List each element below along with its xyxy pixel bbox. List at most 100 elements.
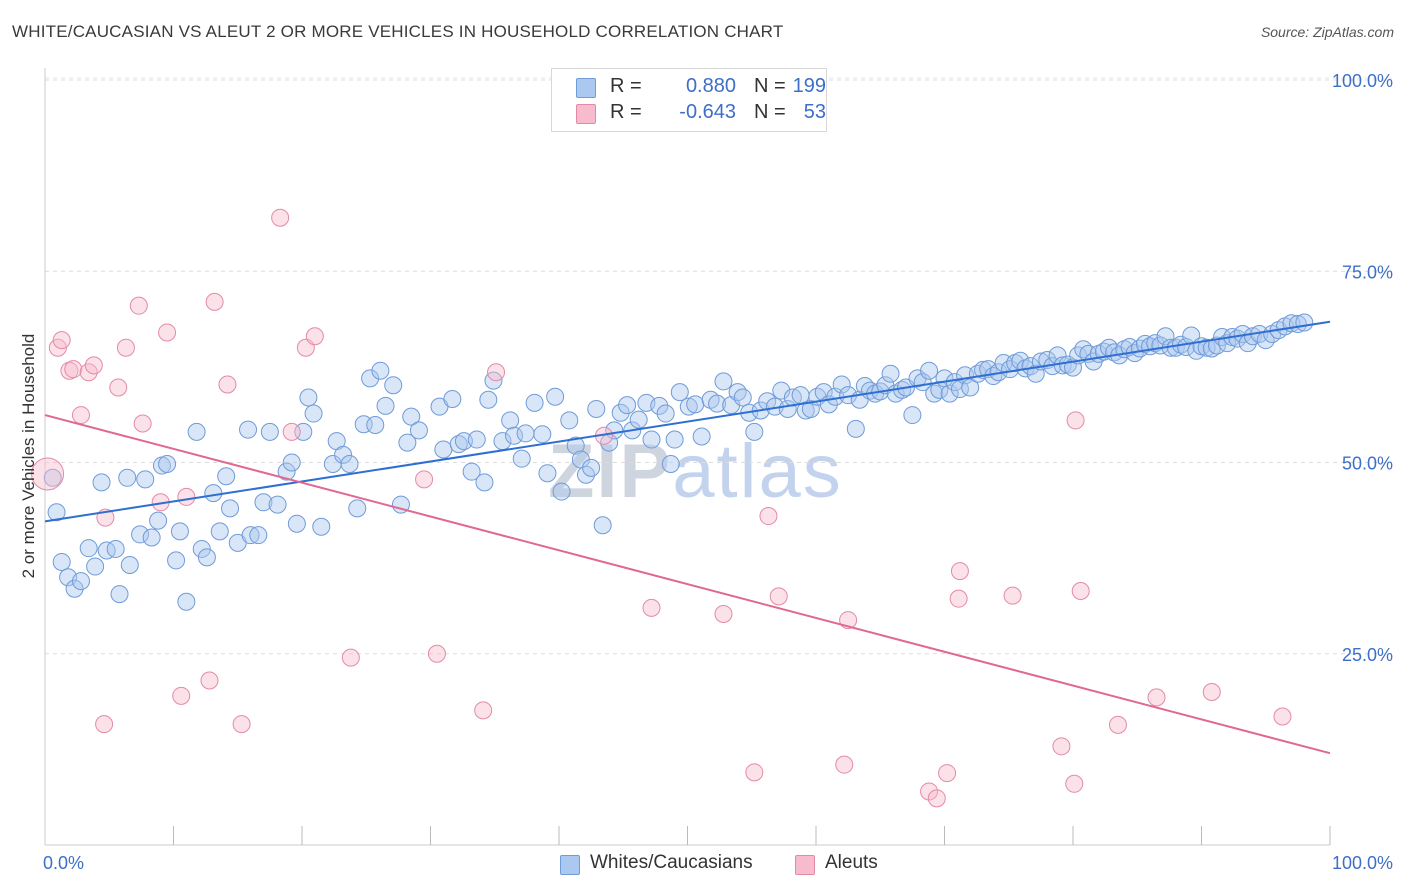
point-whites xyxy=(260,422,279,441)
point-whites xyxy=(745,422,764,441)
point-whites xyxy=(505,426,524,445)
point-whites xyxy=(501,411,520,430)
point-aleuts xyxy=(116,338,135,357)
point-aleuts xyxy=(938,764,957,783)
point-whites xyxy=(239,420,258,439)
point-whites xyxy=(920,361,939,380)
point-whites xyxy=(566,436,585,455)
point-whites xyxy=(881,364,900,383)
point-aleuts xyxy=(769,587,788,606)
point-whites xyxy=(249,526,268,545)
point-whites xyxy=(1295,313,1314,332)
point-whites xyxy=(930,380,949,399)
y-tick-label: 75.0% xyxy=(1342,262,1393,282)
point-whites xyxy=(136,470,155,489)
point-whites xyxy=(106,539,125,558)
point-whites xyxy=(402,407,421,426)
point-whites xyxy=(268,495,287,514)
point-whites xyxy=(661,455,680,474)
point-aleuts xyxy=(232,715,251,734)
point-whites xyxy=(525,393,544,412)
legend-r-label: R = xyxy=(610,101,642,123)
point-aleuts xyxy=(271,208,290,227)
legend-r-label: R = xyxy=(610,75,642,97)
point-whites xyxy=(241,526,260,545)
point-whites xyxy=(361,369,380,388)
y-tick-label: 100.0% xyxy=(1332,71,1393,91)
point-whites xyxy=(454,432,473,451)
point-whites xyxy=(142,528,161,547)
trend-lines xyxy=(44,320,1331,755)
point-aleuts xyxy=(133,414,152,433)
point-whites xyxy=(282,453,301,472)
point-whites xyxy=(210,522,229,541)
bottom-legend-swatch-whites xyxy=(560,855,580,875)
trend-line-whites xyxy=(44,320,1331,523)
point-aleuts xyxy=(745,763,764,782)
point-whites xyxy=(167,551,186,570)
point-aleuts xyxy=(759,507,778,526)
point-aleuts xyxy=(305,327,324,346)
point-whites xyxy=(587,399,606,418)
point-whites xyxy=(287,514,306,533)
point-aleuts xyxy=(949,589,968,608)
point-aleuts xyxy=(1071,582,1090,601)
point-aleuts xyxy=(1052,737,1071,756)
point-whites xyxy=(86,557,105,576)
point-aleuts xyxy=(415,470,434,489)
point-whites xyxy=(409,421,428,440)
point-aleuts xyxy=(205,292,224,311)
point-whites xyxy=(708,394,727,413)
legend-swatch-whites xyxy=(576,78,596,98)
point-whites xyxy=(43,468,62,487)
point-whites xyxy=(221,499,240,518)
point-whites xyxy=(940,384,959,403)
point-whites xyxy=(650,396,669,415)
source-credit: Source: ZipAtlas.com xyxy=(1260,24,1394,40)
point-whites xyxy=(110,585,129,604)
point-whites xyxy=(158,455,177,474)
point-whites xyxy=(670,383,689,402)
point-whites xyxy=(733,388,752,407)
series-whites xyxy=(43,313,1314,611)
point-aleuts xyxy=(1108,715,1127,734)
point-whites xyxy=(149,511,168,530)
point-whites xyxy=(52,552,71,571)
point-whites xyxy=(79,539,98,558)
point-whites xyxy=(686,395,705,414)
point-aleuts xyxy=(218,375,237,394)
point-whites xyxy=(348,499,367,518)
point-aleuts xyxy=(109,378,128,397)
point-whites xyxy=(512,449,531,468)
point-aleuts xyxy=(487,363,506,382)
point-whites xyxy=(443,390,462,409)
point-whites xyxy=(462,462,481,481)
point-aleuts xyxy=(52,331,71,350)
point-whites xyxy=(832,375,851,394)
point-aleuts xyxy=(950,562,969,581)
point-whites xyxy=(97,541,116,560)
point-whites xyxy=(538,464,557,483)
watermark: ZIPatlas xyxy=(548,429,843,514)
point-whites xyxy=(192,539,211,558)
point-whites xyxy=(277,462,296,481)
point-whites xyxy=(366,416,385,435)
point-whites xyxy=(299,388,318,407)
point-whites xyxy=(618,396,637,415)
legend-r-value: 0.880 xyxy=(685,75,736,97)
point-whites xyxy=(384,376,403,395)
point-whites xyxy=(546,387,565,406)
chart-title: WHITE/CAUCASIAN VS ALEUT 2 OR MORE VEHIC… xyxy=(12,22,784,41)
correlation-legend: R = 0.880 N = 199 R = -0.643 N = 53 xyxy=(551,68,827,132)
point-whites xyxy=(254,493,273,512)
point-whites xyxy=(340,455,359,474)
bottom-legend-swatch-aleuts xyxy=(795,855,815,875)
point-whites xyxy=(376,396,395,415)
point-aleuts xyxy=(95,715,114,734)
point-whites xyxy=(312,517,331,536)
point-whites xyxy=(611,403,630,422)
point-whites xyxy=(398,433,417,452)
point-whites xyxy=(479,390,498,409)
point-whites xyxy=(92,473,111,492)
